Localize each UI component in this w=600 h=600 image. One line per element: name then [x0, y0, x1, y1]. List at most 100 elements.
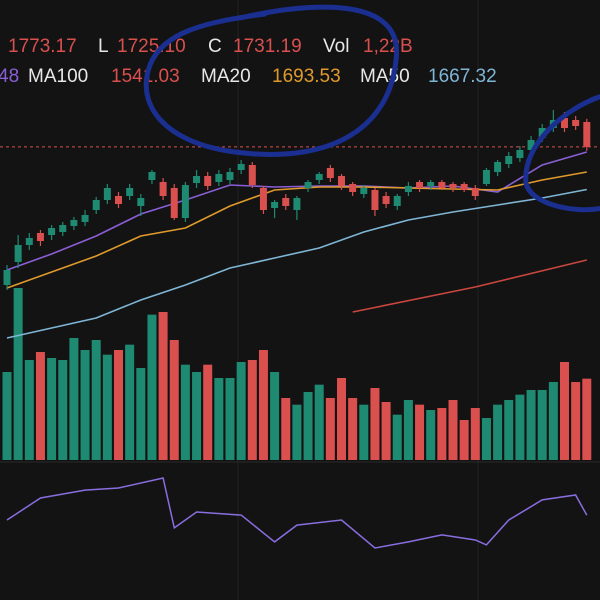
ma50-label: MA50 — [360, 66, 410, 87]
candle-body — [226, 172, 234, 180]
candle-body — [516, 150, 524, 158]
volume-bar — [370, 388, 380, 460]
candle-body — [382, 196, 390, 204]
candle-body — [271, 202, 279, 208]
volume-bar — [548, 382, 558, 460]
volume-bar — [236, 362, 246, 460]
volume-bar — [47, 358, 57, 460]
rsi-line — [6, 477, 588, 549]
candle-body — [293, 198, 301, 210]
candle-body — [449, 184, 457, 188]
candle-body — [25, 238, 33, 245]
volume-bar — [470, 408, 480, 460]
volume-bar — [493, 404, 503, 460]
volume-bar — [459, 420, 469, 460]
candle-body — [3, 270, 11, 285]
volume-bar — [537, 390, 547, 460]
candle-body — [304, 182, 312, 188]
candle-body — [126, 188, 134, 196]
volume-value: 1,22B — [363, 36, 413, 57]
candle-body — [561, 118, 568, 128]
candle-body — [360, 188, 368, 194]
candle-body — [193, 176, 201, 183]
volume-bar — [35, 352, 45, 460]
candle-body — [371, 190, 379, 210]
volume-bar — [403, 400, 413, 460]
volume-bar — [69, 338, 79, 460]
candle-body — [338, 176, 345, 186]
ma20-label: MA20 — [201, 66, 251, 87]
candle-body — [215, 174, 223, 182]
volume-bar — [147, 314, 157, 460]
volume-bar — [169, 340, 179, 460]
volume-bar — [526, 390, 536, 460]
volume-bar — [481, 418, 491, 460]
volume-bar — [203, 364, 213, 460]
volume-bar — [114, 350, 123, 460]
volume-bar — [515, 394, 525, 460]
volume-bar — [571, 382, 581, 460]
volume-bar — [437, 408, 447, 460]
candle-body — [471, 188, 479, 196]
ma-line — [6, 151, 588, 271]
ma-value: 48 — [0, 66, 19, 87]
candle-body — [438, 182, 446, 188]
candle-body — [181, 185, 189, 218]
candle-body — [92, 200, 100, 210]
candle-body — [204, 176, 212, 186]
volume-bar — [337, 378, 346, 460]
close-label: C — [208, 36, 222, 57]
candle-body — [148, 172, 156, 180]
volume-bar — [247, 360, 257, 460]
candle-body — [460, 184, 468, 190]
volume-bar — [102, 354, 112, 460]
volume-bar — [292, 404, 302, 460]
candle-body — [583, 122, 591, 147]
volume-bar — [13, 288, 23, 460]
candle-body — [538, 128, 546, 138]
volume-bar — [415, 404, 425, 460]
high-value: 1773.17 — [8, 36, 77, 57]
volume-bar — [448, 400, 458, 460]
candle-body — [572, 120, 580, 126]
ma100-label: MA100 — [28, 66, 88, 87]
candle-body — [393, 196, 401, 206]
volume-bar — [348, 398, 358, 460]
volume-bar — [225, 378, 235, 460]
candle-body — [416, 182, 424, 188]
volume-bar — [214, 378, 224, 460]
ma-line — [6, 171, 587, 289]
candle-body — [137, 198, 145, 206]
volume-bar — [325, 398, 335, 460]
volume-bar — [158, 312, 168, 460]
candle-body — [427, 182, 435, 186]
low-label: L — [98, 36, 109, 57]
close-value: 1731.19 — [233, 36, 302, 57]
volume-bar — [303, 392, 313, 460]
volume-bar — [582, 378, 592, 460]
candle-body — [326, 168, 334, 178]
candle-body — [170, 188, 178, 218]
volume-bar — [314, 384, 324, 460]
volume-label: Vol — [323, 36, 349, 57]
volume-bar — [392, 414, 402, 460]
candle-body — [159, 182, 167, 196]
volume-bar — [91, 340, 101, 460]
candle-body — [115, 196, 122, 204]
volume-bar — [80, 350, 90, 460]
candle-body — [81, 215, 89, 222]
candle-body — [494, 162, 502, 172]
candle-body — [48, 228, 56, 235]
candle-body — [505, 156, 513, 164]
volume-bar — [180, 364, 190, 460]
candle-body — [282, 198, 290, 206]
candle-body — [103, 188, 111, 200]
candle-body — [59, 225, 67, 232]
candle-body — [349, 184, 357, 192]
volume-bar — [281, 398, 291, 460]
candle-body — [482, 170, 490, 184]
candle-body — [259, 188, 267, 210]
volume-bar — [24, 360, 34, 460]
